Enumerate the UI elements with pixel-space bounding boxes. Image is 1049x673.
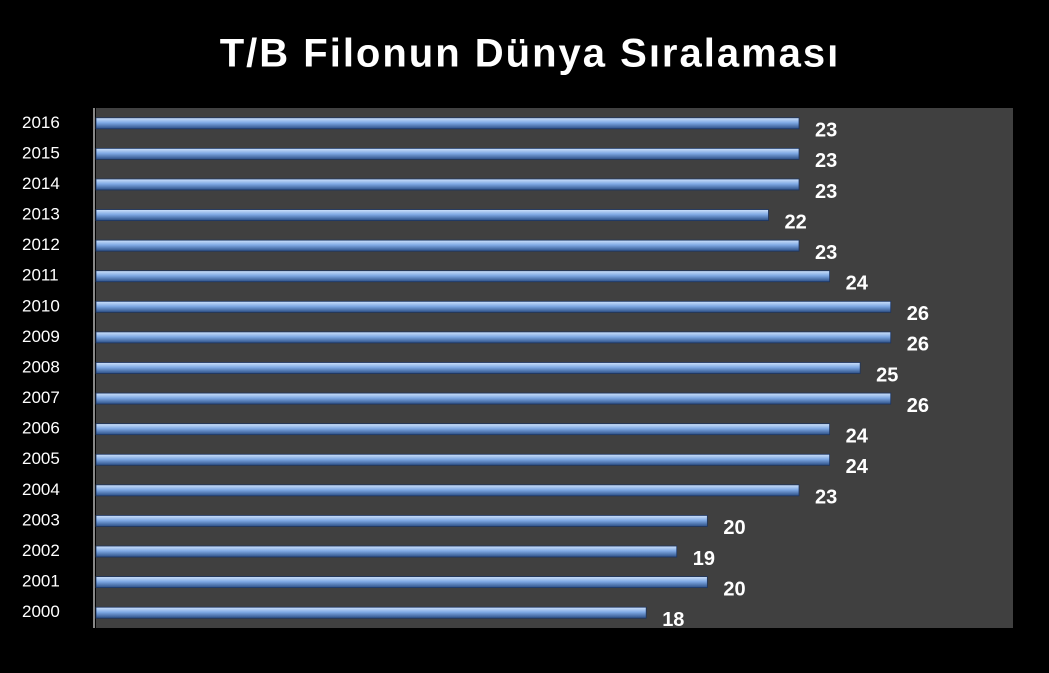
y-tick-label: 2004 [22,480,60,499]
data-label: 23 [815,150,837,172]
bar [95,209,769,221]
bar [95,453,830,466]
y-tick-label: 2008 [22,357,60,376]
data-label: 23 [815,181,837,203]
y-tick-label: 2005 [22,449,60,468]
data-label: 26 [907,303,929,325]
bar [95,117,800,130]
bar [95,515,708,527]
y-tick-label: 2012 [22,235,60,254]
data-label: 20 [723,578,745,600]
y-tick-label: 2010 [22,296,60,315]
y-tick-label: 2002 [22,541,60,560]
bar [95,606,647,619]
data-label: 24 [846,273,869,295]
y-tick-label: 2014 [22,174,60,193]
bar [95,239,800,252]
chart-title: T/B Filonun Dünya Sıralaması [220,32,841,76]
data-label: 23 [815,120,837,142]
y-tick-label: 2013 [22,205,60,224]
bar [95,545,678,558]
data-label: 26 [907,334,929,356]
data-label: 26 [907,395,929,417]
bar [95,484,800,497]
y-tick-label: 2003 [22,510,60,529]
bar [95,362,861,374]
bar [95,147,800,160]
data-label: 19 [693,548,715,570]
data-label: 23 [815,487,837,509]
data-label: 23 [815,242,837,264]
data-label: 25 [876,364,898,386]
y-tick-label: 2007 [22,388,60,407]
data-label: 20 [723,517,745,539]
y-tick-label: 2016 [22,113,60,132]
bar [95,300,892,313]
bar [95,423,830,436]
y-tick-label: 2001 [22,572,60,591]
y-tick-label: 2006 [22,419,60,438]
bar [95,576,708,589]
data-label: 24 [846,425,869,447]
y-tick-label: 2000 [22,602,60,621]
y-tick-label: 2011 [22,266,59,285]
data-label: 22 [784,211,806,233]
bar [95,331,892,344]
bar [95,178,800,191]
data-label: 18 [662,609,684,631]
y-tick-label: 2009 [22,327,60,346]
bar [95,392,892,405]
y-tick-label: 2015 [22,143,60,162]
data-label: 24 [846,456,869,478]
bar [95,270,830,283]
